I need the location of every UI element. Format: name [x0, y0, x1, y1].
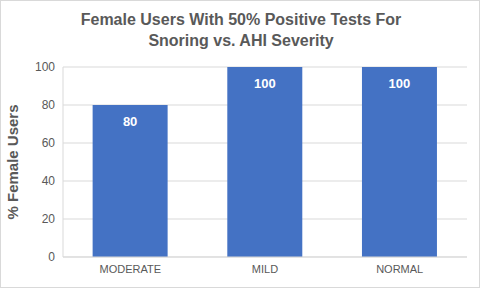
svg-text:NORMAL: NORMAL	[376, 263, 423, 275]
svg-text:MODERATE: MODERATE	[100, 263, 162, 275]
svg-text:80: 80	[123, 114, 137, 129]
svg-text:0: 0	[48, 250, 55, 264]
svg-text:40: 40	[42, 174, 56, 188]
svg-text:20: 20	[42, 212, 56, 226]
html-text:Female Users With 50% Positive: Female Users With 50% Positive Tests For…	[80, 11, 402, 49]
svg-text:80: 80	[42, 98, 56, 112]
svg-text:MILD: MILD	[252, 263, 278, 275]
svg-text:60: 60	[42, 136, 56, 150]
svg-text:% Female Users: % Female Users	[8, 104, 21, 219]
svg-text:100: 100	[35, 60, 55, 74]
svg-text:100: 100	[254, 76, 276, 91]
svg-text:100: 100	[389, 76, 411, 91]
